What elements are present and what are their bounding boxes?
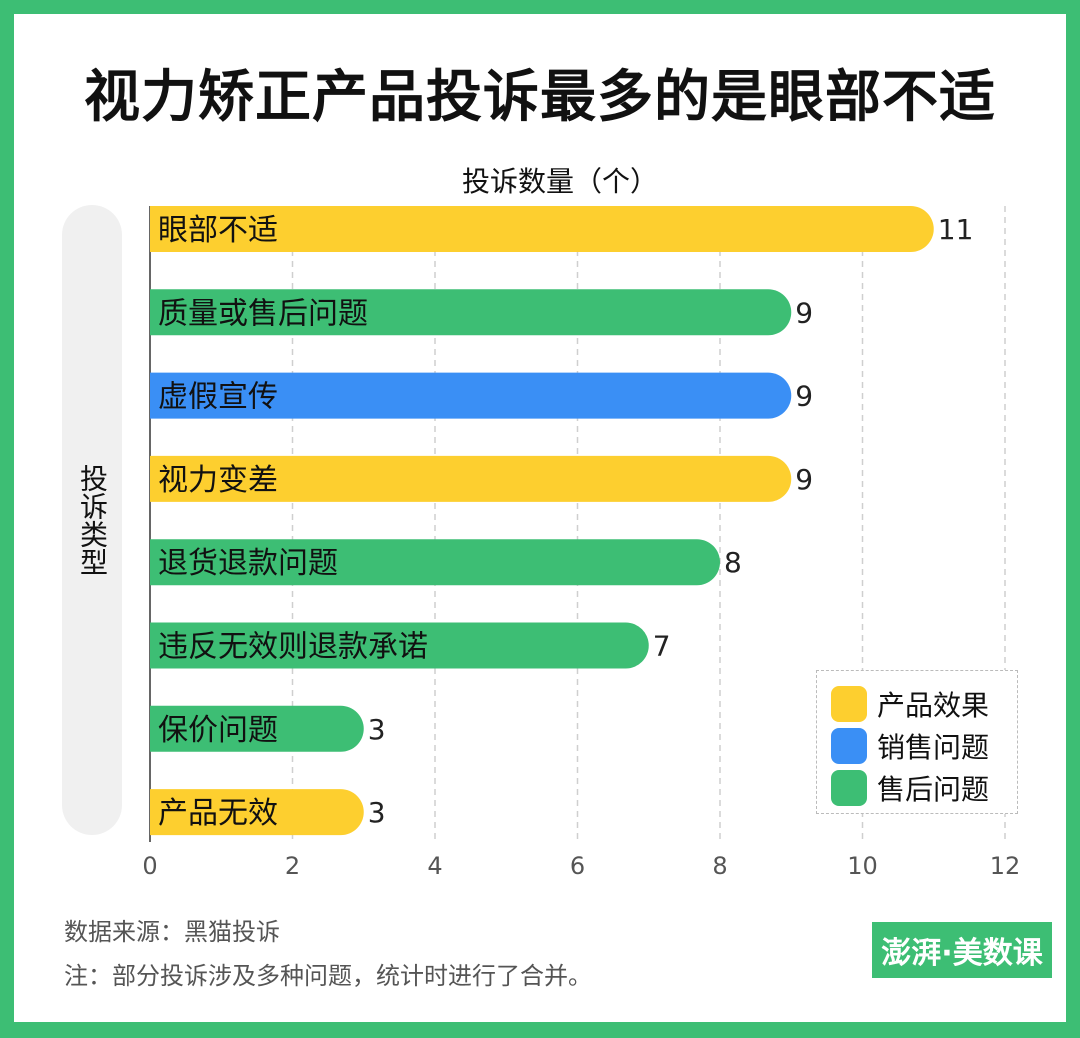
value-label-7: 3 bbox=[368, 713, 386, 746]
legend: 产品效果 销售问题 售后问题 bbox=[816, 670, 1018, 814]
bar-2 bbox=[150, 289, 792, 336]
value-label-5: 8 bbox=[724, 546, 742, 579]
category-label-8: 产品无效 bbox=[158, 796, 278, 831]
bar-3 bbox=[150, 372, 792, 419]
x-tick-label-0: 0 bbox=[142, 852, 157, 880]
x-tick-label-6: 6 bbox=[570, 852, 585, 880]
bar-7 bbox=[150, 705, 364, 752]
category-label-7: 保价问题 bbox=[158, 713, 278, 748]
value-label-6: 7 bbox=[653, 630, 671, 663]
legend-item-after-sales-issue: 售后问题 bbox=[831, 767, 1003, 809]
category-label-2: 质量或售后问题 bbox=[158, 296, 368, 331]
category-label-1: 眼部不适 bbox=[158, 213, 278, 248]
value-label-1: 11 bbox=[938, 213, 974, 246]
value-label-3: 9 bbox=[795, 380, 813, 413]
legend-swatch-product-effect bbox=[831, 686, 867, 722]
value-label-2: 9 bbox=[795, 296, 813, 329]
x-tick-label-12: 12 bbox=[990, 852, 1021, 880]
footnote: 注：部分投诉涉及多种问题，统计时进行了合并。 bbox=[64, 962, 592, 990]
bar-4 bbox=[150, 455, 792, 502]
legend-label-product-effect: 产品效果 bbox=[877, 689, 990, 722]
x-tick-label-10: 10 bbox=[847, 852, 878, 880]
y-axis-label: 投诉类型 bbox=[76, 464, 109, 576]
bar-1 bbox=[150, 206, 934, 252]
category-label-4: 视力变差 bbox=[158, 463, 278, 498]
bar-5 bbox=[150, 539, 720, 586]
chart-title: 视力矫正产品投诉最多的是眼部不适 bbox=[84, 65, 996, 130]
legend-swatch-sales-issue bbox=[831, 728, 867, 764]
brand-logo: 澎湃·美数课 bbox=[872, 922, 1052, 978]
data-source: 数据来源：黑猫投诉 bbox=[64, 918, 280, 946]
bar-6 bbox=[150, 622, 649, 669]
value-label-8: 3 bbox=[368, 796, 386, 829]
legend-label-sales-issue: 销售问题 bbox=[877, 731, 990, 764]
legend-swatch-after-sales-issue bbox=[831, 770, 867, 806]
category-label-6: 违反无效则退款承诺 bbox=[158, 630, 428, 665]
x-axis-label: 投诉数量（个） bbox=[461, 165, 658, 198]
x-tick-label-4: 4 bbox=[427, 852, 442, 880]
x-tick-label-2: 2 bbox=[285, 852, 300, 880]
y-axis-label-background bbox=[62, 205, 122, 835]
x-tick-label-8: 8 bbox=[712, 852, 727, 880]
category-label-3: 虚假宣传 bbox=[158, 380, 278, 415]
legend-item-sales-issue: 销售问题 bbox=[831, 725, 1003, 767]
value-label-4: 9 bbox=[795, 463, 813, 496]
legend-item-product-effect: 产品效果 bbox=[831, 683, 1003, 725]
bar-8 bbox=[150, 789, 364, 836]
legend-label-after-sales-issue: 售后问题 bbox=[877, 773, 990, 806]
category-label-5: 退货退款问题 bbox=[158, 546, 338, 581]
chart-card bbox=[14, 14, 1066, 1022]
